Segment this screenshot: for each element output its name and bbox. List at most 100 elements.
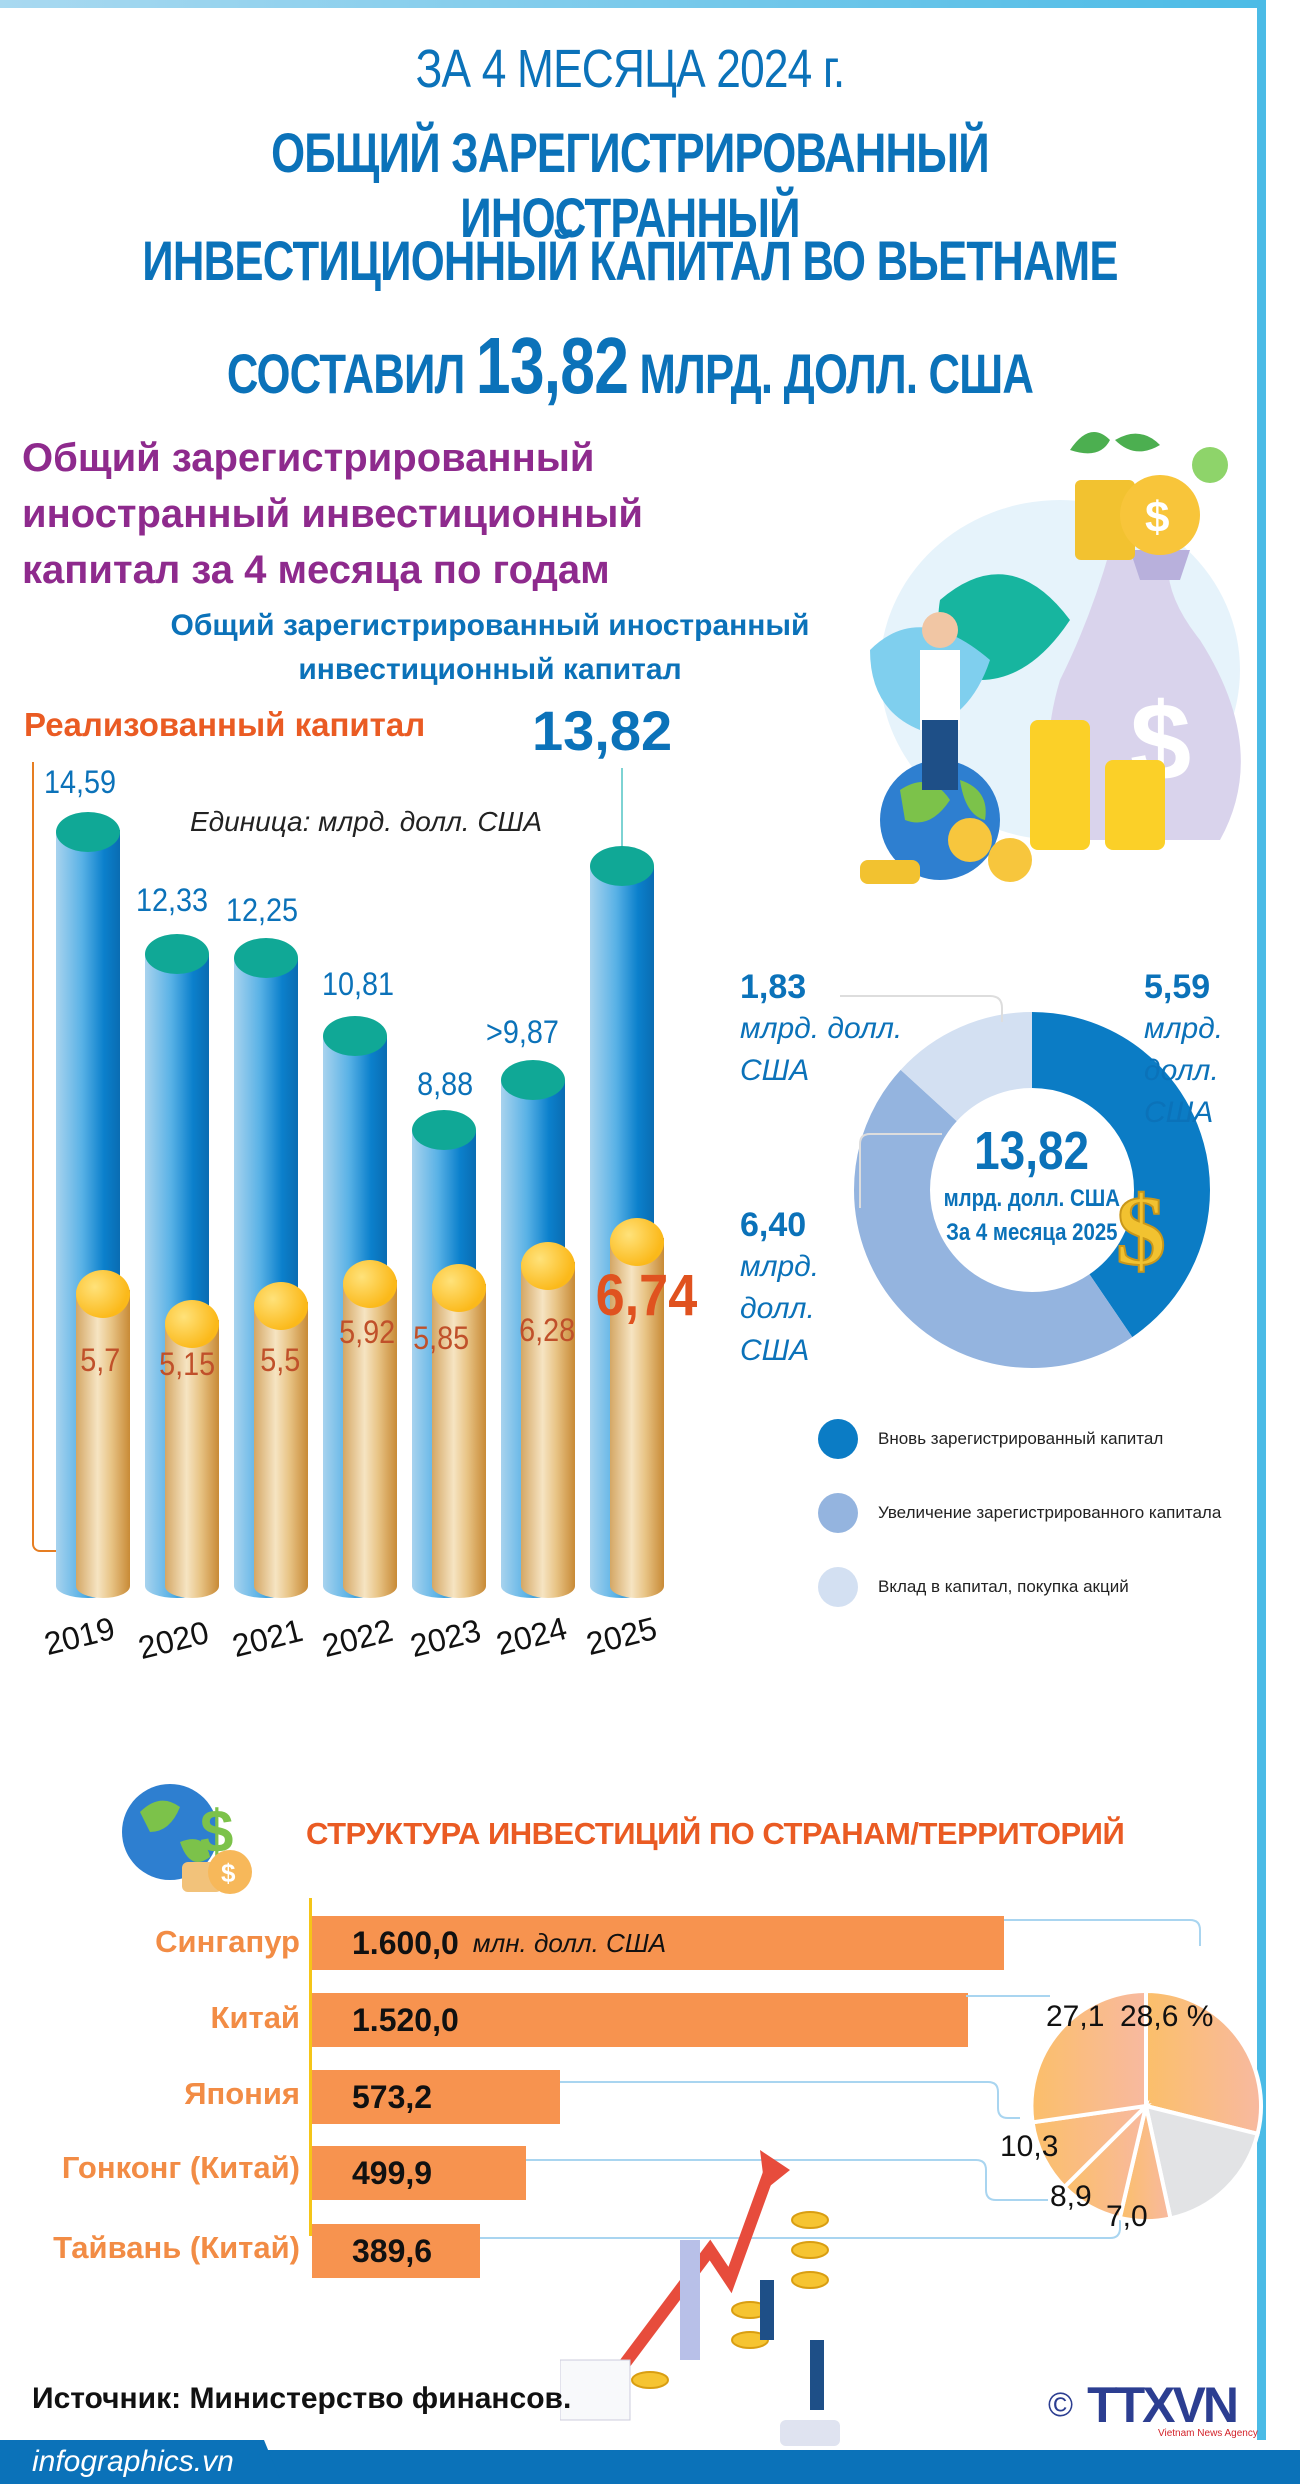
donut-slice-increase [854,1012,1210,1368]
header-suffix: МЛРД. ДОЛЛ. США [639,342,1034,405]
svg-text:$: $ [1145,493,1169,542]
year-label: 2022 [318,1611,397,1665]
country-pie-chart [1024,1984,1268,2228]
pie-slice-others [1143,2103,1261,2221]
year-label: 2024 [492,1609,571,1663]
section1-title: Общий зарегистрированный иностранный инв… [22,436,643,592]
country-label: Тайвань (Китай) [53,2230,300,2265]
donut-label-unit: млрд. долл. США [740,1012,903,1087]
bar-cap [145,934,209,974]
donut-label-unit: млрд. долл. США [1144,1012,1224,1129]
copyright-icon: © [1048,2385,1074,2424]
bar-realized [254,1302,308,1598]
value-realized-2022: 5,92 [339,1314,396,1350]
legend-label: Вновь зарегистрированный капитал [878,1429,1164,1448]
ttxvn-logo: © TTXVN Vietnam News Agency [1048,2376,1258,2439]
header-title-line-1: ОБЩИЙ ЗАРЕГИСТРИРОВАННЫЙ ИНОСТРАННЫЙ [271,121,990,249]
bar-realized [165,1320,219,1598]
legend-item-new: Вновь зарегистрированный капитал [818,1402,1221,1476]
svg-text:$: $ [1116,1175,1166,1280]
value-total-2019: 14,59 [44,764,117,800]
dollar-sign-icon: $ [1115,1174,1167,1280]
donut-label-increase: 6,40 млрд. долл. США [740,1204,840,1372]
country-value: 499,9 [352,2154,433,2191]
pie-leader-lines [480,1919,1201,2239]
bar-cap [234,938,298,978]
header-title-line-2: ИНВЕСТИЦИОННЫЙ КАПИТАЛ ВО ВЬЕТНАМЕ [142,229,1118,292]
header-period: ЗА 4 МЕСЯЦА 2024 г. [415,39,846,99]
donut-center-value: 13,82 [974,1121,1090,1181]
country-bar-japan: 573,2 [312,2070,560,2124]
country-unit: млн. долл. США [472,1927,667,1958]
pie-label-singapore: 28,6 % [1120,2000,1214,2033]
country-label: Гонконг (Китай) [61,2150,300,2185]
value-total-2020: 12,33 [136,882,209,918]
country-bar-singapore: 1.600,0 млн. долл. США [312,1916,1004,1970]
value-realized-2023: 5,85 [413,1320,470,1356]
value-total-2022: 10,81 [322,966,395,1002]
year-label: 2021 [228,1611,307,1665]
value-total-2024: >9,87 [486,1014,559,1050]
legend-item-contribution: Вклад в капитал, покупка акций [818,1550,1221,1624]
bar-cap [254,1282,308,1330]
donut-svg [854,1012,1210,1368]
bar-realized [610,1238,664,1598]
country-value: 389,6 [352,2232,433,2269]
bar-cap [56,812,120,852]
unit-label: Единица: млрд. долл. США [190,806,542,837]
year-label: 2019 [40,1609,119,1663]
donut-legend: Вновь зарегистрированный капитал Увеличе… [818,1402,1221,1624]
country-value: 1.600,0 [352,1924,459,1961]
header-total-value: 13,82 [475,321,629,410]
bar-cap [412,1110,476,1150]
bar-cap [521,1242,575,1290]
value-realized-2020: 5,15 [159,1346,216,1382]
value-realized-2025: 6,74 [595,1263,698,1328]
bar-cap [343,1260,397,1308]
legend-swatch [818,1419,858,1459]
donut-chart: 13,82 млрд. долл. США За 4 месяца 2025 [852,1010,1212,1370]
country-value: 573,2 [352,2078,433,2115]
pie-label-taiwan: 7,0 [1106,2200,1148,2233]
bar-realized [432,1284,486,1598]
bar-cap [76,1270,130,1318]
donut-label-value: 1,83 [740,968,807,1006]
pie-label-hongkong: 8,9 [1050,2180,1092,2213]
frame-top-border [0,0,1266,8]
series-blue-label: Общий зарегистрированный иностранный инв… [170,609,810,686]
value-total-2021: 12,25 [226,892,299,928]
country-bar-hongkong: 499,9 [312,2146,526,2200]
bar-cap [323,1016,387,1056]
pie-label-japan: 10,3 [1000,2130,1059,2163]
money-bag-illustration: $ $ [860,432,1241,884]
donut-label-contribution: 1,83 млрд. долл. США [740,966,940,1092]
svg-text:$: $ [221,1858,236,1888]
bar-axis [309,1898,312,2236]
footer-site-link[interactable]: infographics.vn [32,2445,234,2478]
bar-cap [610,1218,664,1266]
frame-right-border [1257,0,1266,2440]
value-realized-2021: 5,5 [260,1342,301,1378]
donut-slice-contribution [854,1012,1210,1368]
value-realized-2019: 5,7 [80,1342,121,1378]
highlight-total: 13,82 [532,699,673,762]
year-label: 2023 [406,1611,485,1665]
legend-swatch [818,1567,858,1607]
value-total-2023: 8,88 [417,1066,474,1102]
country-label: Китай [210,2000,300,2035]
country-value: 1.520,0 [352,2001,459,2038]
value-realized-2024: 6,28 [519,1312,576,1348]
country-pie-svg [1029,1988,1263,2224]
country-label: Сингапур [155,1924,300,1959]
bar-cap [165,1300,219,1348]
donut-label-new: 5,59 млрд. долл. США [1144,966,1254,1134]
donut-label-unit: млрд. долл. США [740,1250,820,1367]
logo-text: TTXVN [1087,2377,1239,2433]
legend-label: Вклад в капитал, покупка акций [878,1577,1129,1596]
growth-investors-illustration [560,2150,840,2446]
legend-item-increase: Увеличение зарегистрированного капитала [818,1476,1221,1550]
bar-cap [590,846,654,886]
pie-label-china: 27,1 [1046,2000,1105,2033]
country-bar-taiwan: 389,6 [312,2224,480,2278]
bar-realized [76,1290,130,1598]
